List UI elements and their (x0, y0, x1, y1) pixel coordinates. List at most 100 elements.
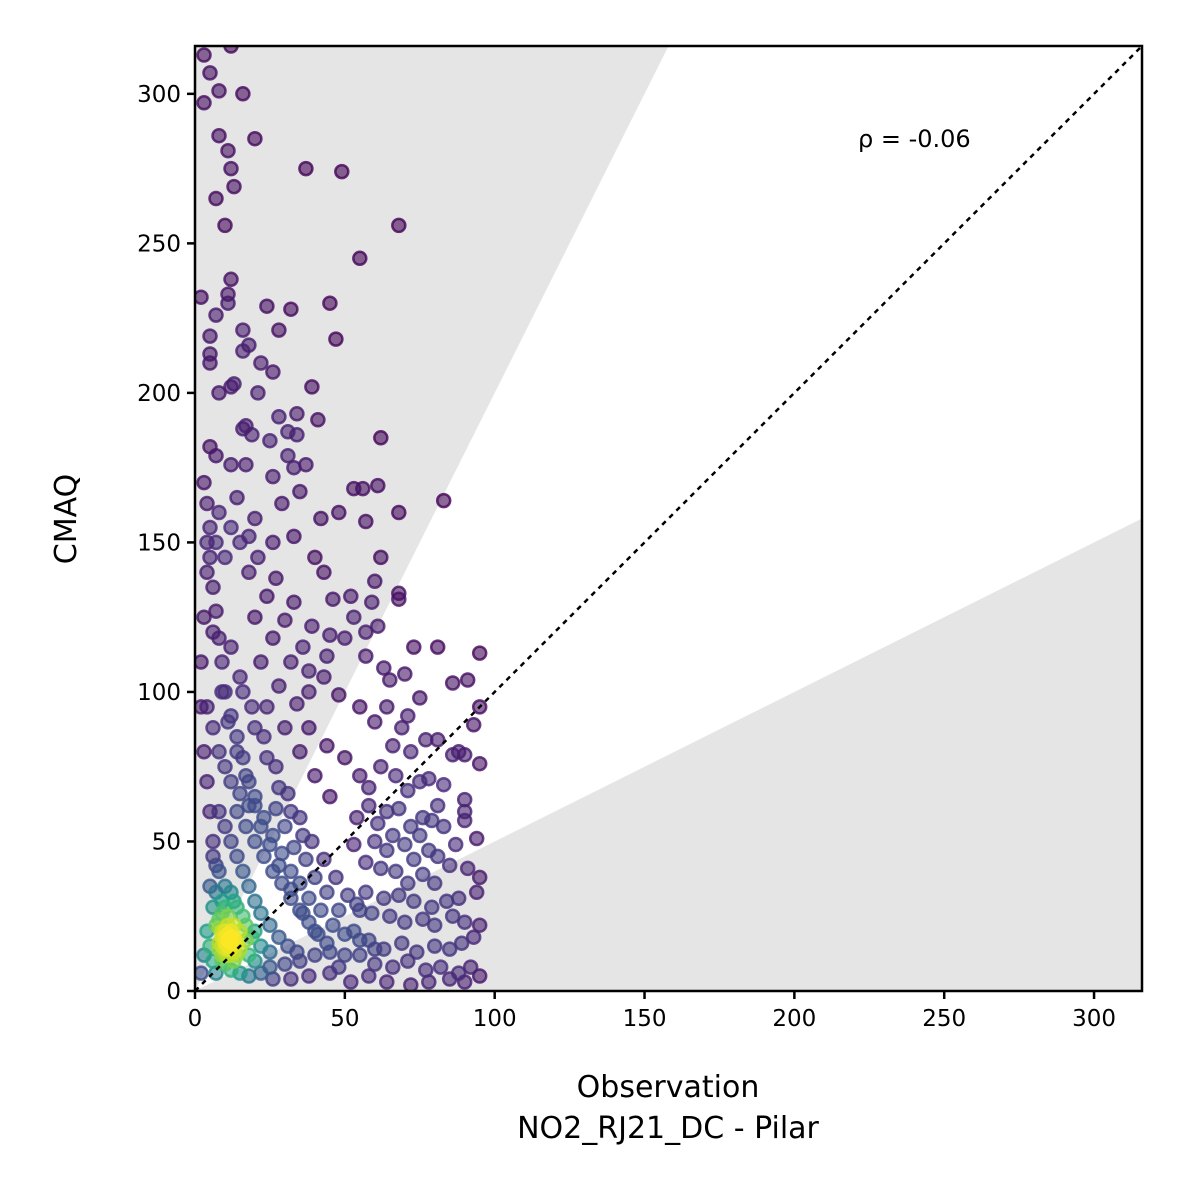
data-point (277, 818, 293, 835)
data-point (319, 935, 335, 951)
data-point (223, 639, 239, 655)
data-point (388, 863, 404, 880)
data-point (409, 944, 425, 960)
y-tick-label: 200 (137, 381, 181, 407)
data-point (322, 295, 338, 311)
data-point (229, 489, 245, 506)
data-point (397, 836, 413, 853)
data-point (367, 833, 383, 850)
data-point (388, 767, 404, 784)
data-point (358, 854, 374, 871)
data-point (241, 564, 257, 581)
data-point (313, 902, 329, 919)
data-point (217, 684, 233, 700)
data-point (211, 504, 227, 521)
data-point (426, 938, 443, 954)
data-point (307, 947, 323, 963)
data-point (385, 827, 401, 844)
data-point (202, 346, 218, 362)
data-point (444, 747, 461, 763)
data-point (259, 699, 275, 715)
data-point (235, 86, 251, 102)
data-point (447, 836, 464, 853)
data-point (298, 160, 314, 177)
data-point (247, 130, 263, 147)
data-point (331, 902, 347, 919)
data-point (235, 684, 251, 700)
data-point (465, 929, 482, 945)
data-point (459, 860, 476, 877)
data-point (265, 630, 281, 646)
data-point (277, 956, 293, 972)
data-point (355, 480, 371, 497)
data-point (301, 890, 317, 907)
data-point (235, 863, 251, 880)
data-point (256, 848, 272, 865)
data-point (313, 510, 329, 527)
data-point (229, 803, 245, 820)
data-point (367, 956, 383, 972)
data-point (235, 749, 251, 766)
data-point (471, 645, 488, 661)
data-point (331, 504, 347, 521)
data-point (319, 648, 335, 664)
data-point (283, 971, 299, 987)
data-point (232, 534, 248, 551)
y-tick-label: 0 (166, 979, 181, 1005)
data-point (280, 447, 296, 464)
data-point (373, 758, 389, 775)
data-point (304, 379, 320, 395)
data-point (271, 409, 287, 425)
data-point (316, 851, 332, 868)
data-point (337, 947, 353, 963)
shaded-region (195, 46, 1142, 991)
data-point (471, 968, 488, 984)
data-point (283, 863, 299, 880)
data-point (211, 803, 227, 820)
data-point (253, 905, 269, 921)
data-point (412, 827, 428, 844)
data-point (435, 818, 452, 835)
data-point (373, 549, 389, 566)
data-point (208, 603, 224, 619)
data-point (334, 163, 350, 180)
x-axis-sublabel: NO2_RJ21_DC - Pilar (517, 1111, 819, 1146)
data-point (238, 818, 254, 835)
data-point (202, 549, 218, 566)
data-point (397, 666, 413, 682)
data-point (403, 977, 419, 991)
x-axis-label: Observation (577, 1070, 760, 1105)
data-point (283, 654, 299, 670)
data-point (271, 322, 287, 338)
data-point (426, 917, 443, 933)
data-point (450, 965, 467, 981)
data-point (462, 959, 479, 975)
data-point (406, 851, 422, 868)
data-point (456, 812, 473, 829)
data-point (397, 914, 413, 930)
data-point (274, 495, 290, 512)
x-tick-label: 150 (623, 1006, 667, 1032)
one-to-one-line (194, 45, 1143, 992)
data-point (382, 908, 398, 924)
data-point (391, 217, 407, 234)
data-point (301, 663, 317, 679)
data-point (199, 699, 215, 715)
data-point (370, 477, 386, 494)
data-point (229, 848, 245, 865)
data-point (289, 406, 305, 422)
annotation-rho: ρ = -0.06 (858, 125, 971, 153)
data-point (346, 609, 362, 625)
data-point (223, 519, 239, 536)
data-point (205, 720, 221, 736)
data-point (196, 47, 212, 63)
data-point (256, 729, 272, 745)
data-point (352, 767, 368, 784)
data-point (217, 217, 233, 234)
data-point (331, 687, 347, 703)
data-point (307, 549, 323, 566)
data-point (220, 295, 236, 311)
data-point (424, 899, 440, 916)
data-point (259, 298, 275, 314)
data-point (391, 887, 407, 904)
